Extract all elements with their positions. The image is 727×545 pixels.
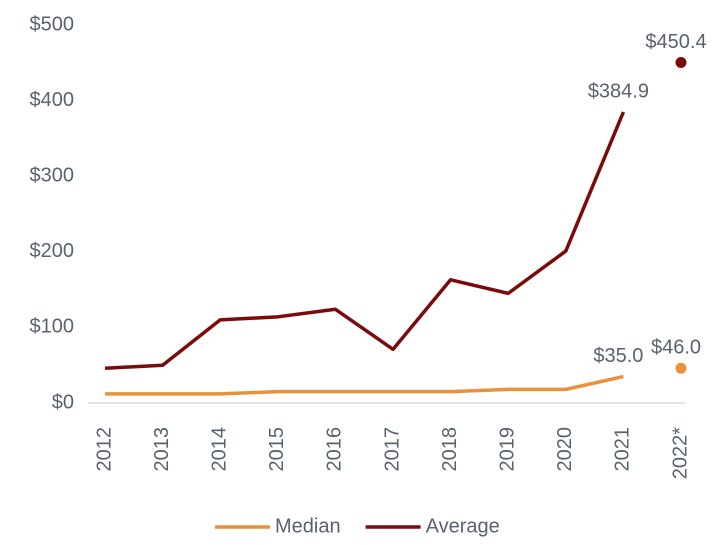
y-tick-label: $200 — [30, 240, 75, 262]
data-label: $46.0 — [651, 337, 701, 359]
series-point — [675, 362, 687, 374]
data-label: $450.4 — [645, 31, 706, 53]
x-tick-label: 2014 — [208, 427, 230, 472]
x-tick-label: 2019 — [496, 427, 518, 472]
legend-label: Average — [426, 515, 500, 537]
data-label: $35.0 — [593, 345, 643, 367]
y-tick-label: $300 — [30, 164, 75, 186]
x-tick-label: 2016 — [324, 427, 346, 472]
x-tick-label: 2015 — [266, 427, 288, 472]
y-tick-label: $500 — [30, 13, 75, 35]
x-tick-label: 2020 — [554, 427, 576, 472]
series-point — [675, 56, 687, 68]
y-tick-label: $100 — [30, 316, 75, 338]
x-tick-label: 2017 — [381, 427, 403, 472]
x-tick-label: 2022* — [669, 427, 691, 479]
y-tick-label: $400 — [30, 89, 75, 111]
x-tick-label: 2013 — [151, 427, 173, 472]
x-tick-label: 2012 — [93, 427, 115, 472]
x-tick-label: 2021 — [612, 427, 634, 472]
series-line — [104, 111, 626, 370]
x-tick-label: 2018 — [439, 427, 461, 472]
series-line — [105, 374, 624, 396]
data-label: $384.9 — [588, 80, 649, 102]
y-tick-label: $0 — [52, 391, 74, 413]
legend-label: Median — [275, 515, 341, 537]
